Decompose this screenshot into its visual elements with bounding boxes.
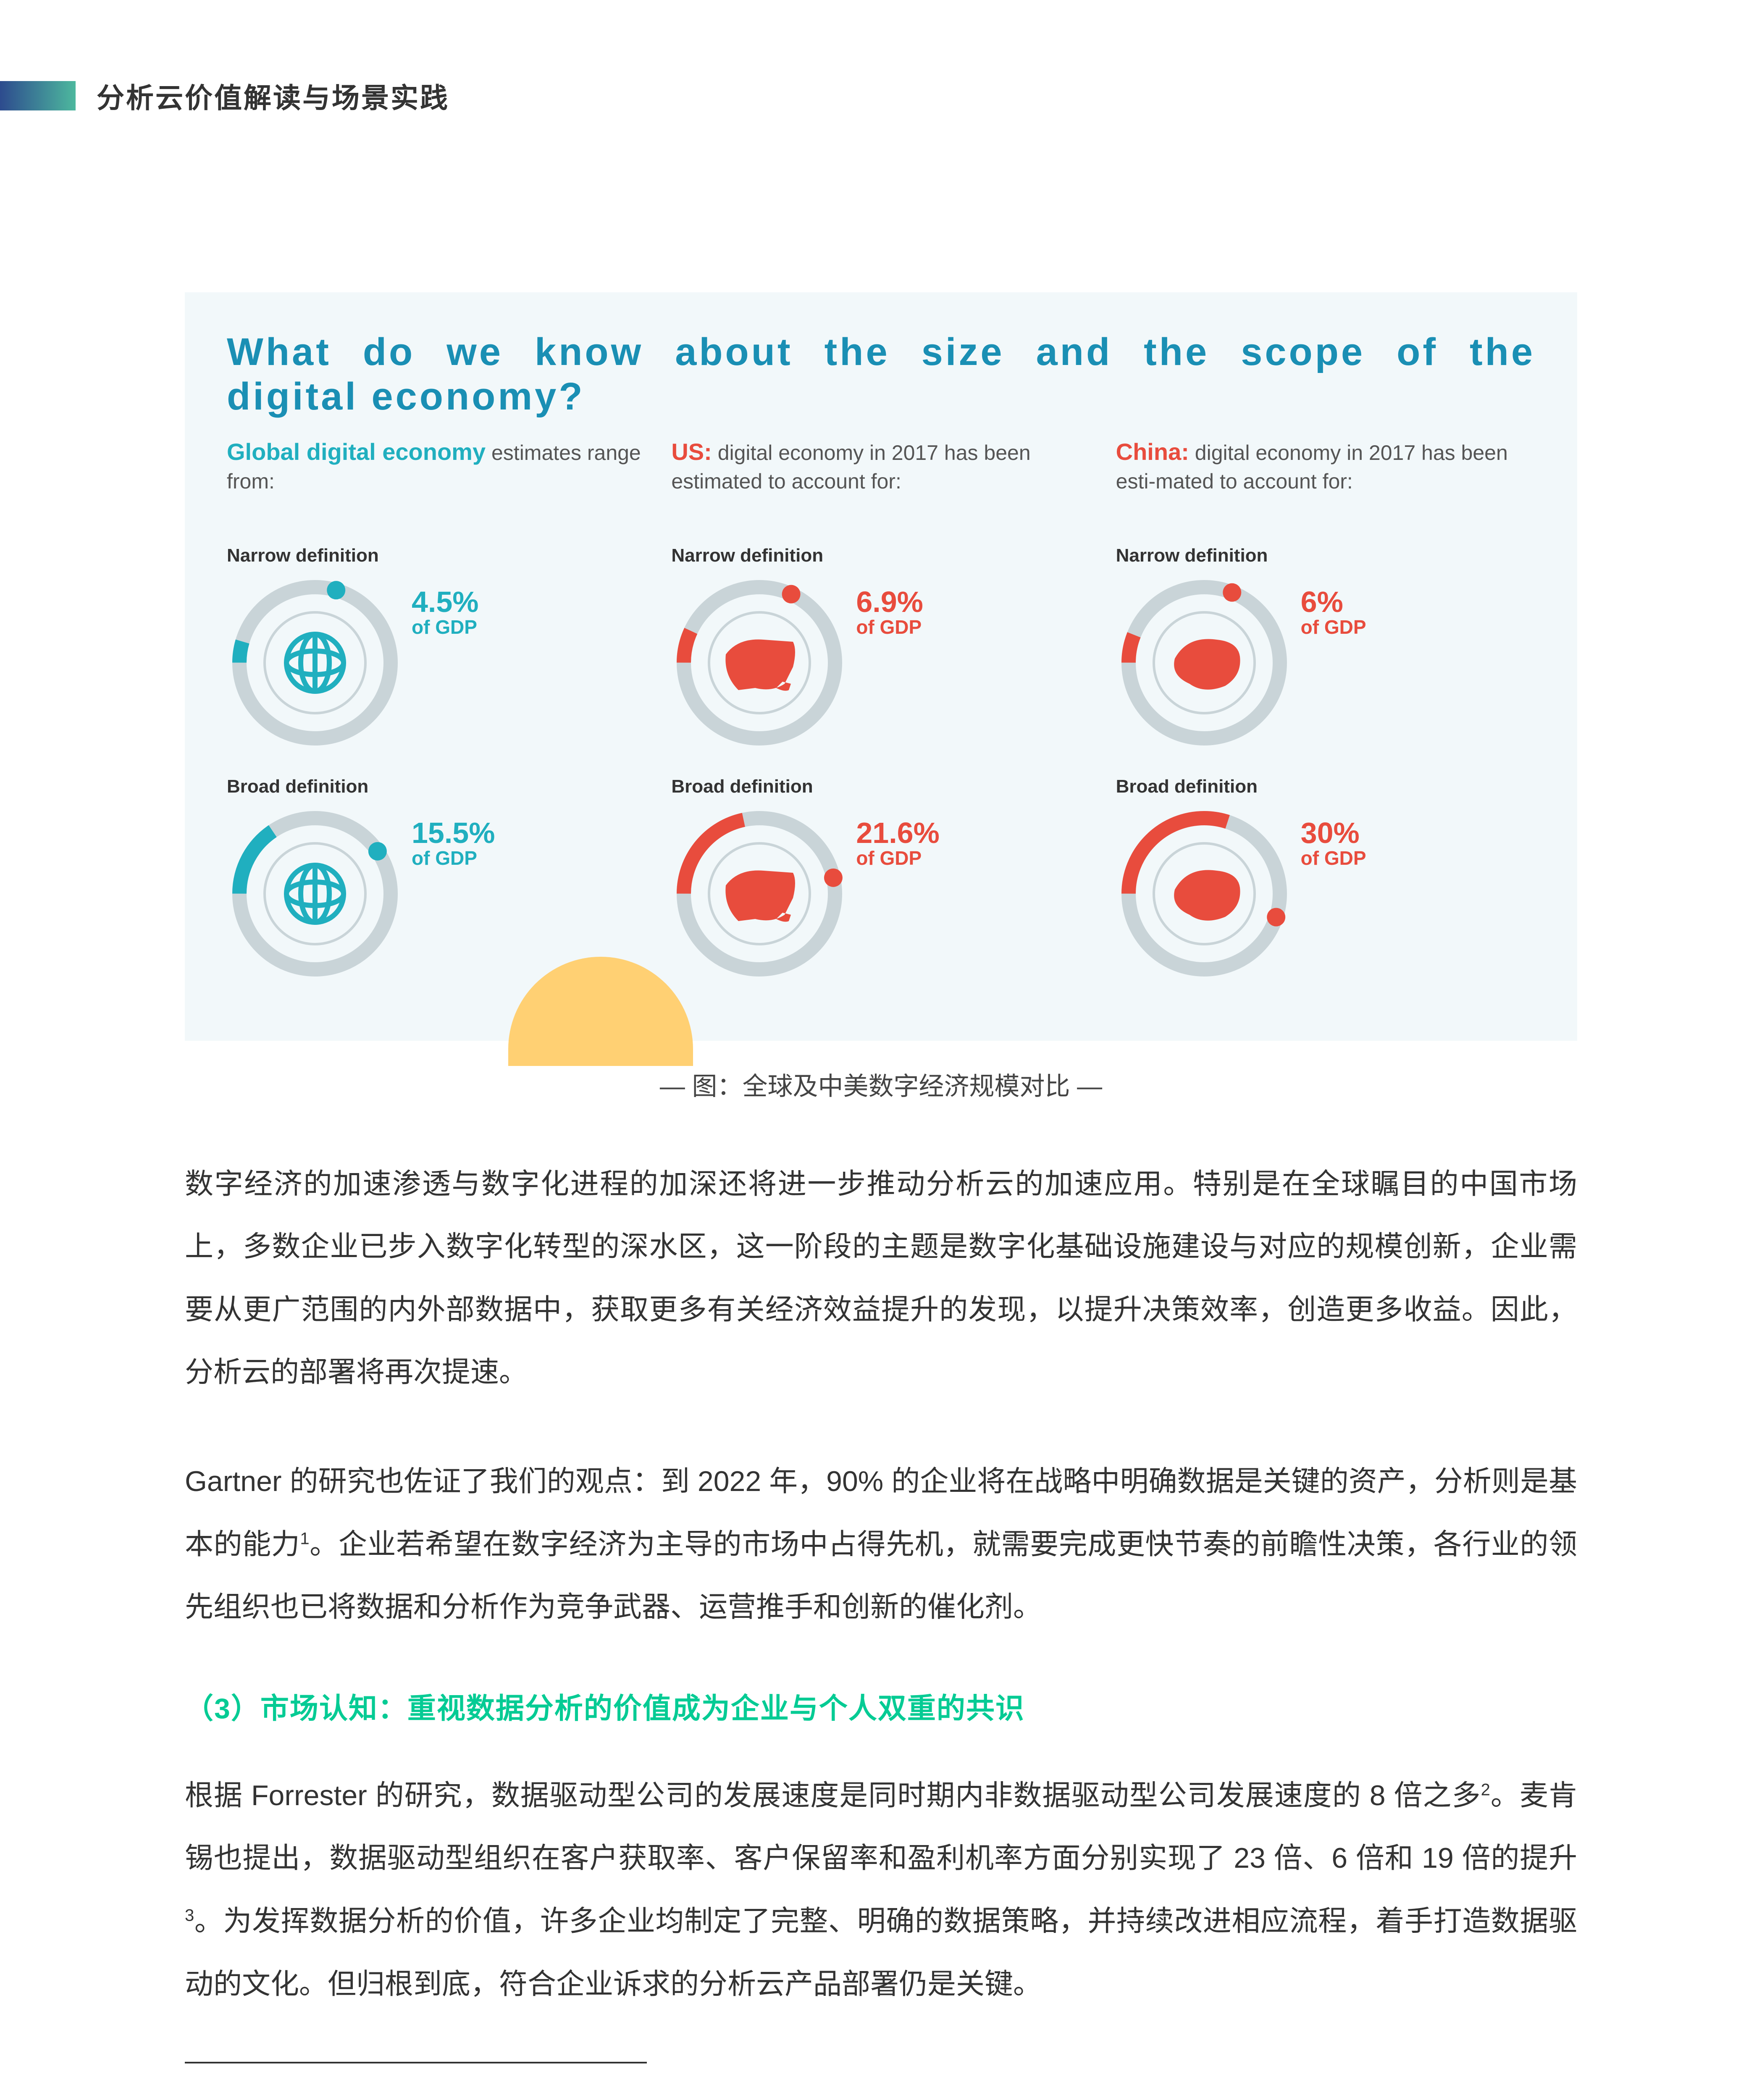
infographic-title-line1: What do we know about the size and the s…: [227, 331, 1535, 373]
footnote-1: 1 Gartner，https://www.gartner.com/smarte…: [185, 2089, 1577, 2100]
para3-a: 根据 Forrester 的研究，数据驱动型公司的发展速度是同时期内非数据驱动型…: [185, 1780, 1481, 1811]
broad-row: 15.5% of GDP: [227, 806, 646, 982]
footnote-ref-2: 2: [1481, 1780, 1490, 1799]
narrow-row: 6% of GDP: [1116, 575, 1535, 751]
broad-definition-label: Broad definition: [227, 776, 646, 797]
column-lead: US:: [671, 438, 712, 465]
footnote-num: 1: [185, 2097, 193, 2100]
broad-gdp-label: of GDP: [856, 847, 939, 869]
column-heading: Global digital economy estimates range f…: [227, 436, 646, 528]
broad-definition-label: Broad definition: [1116, 776, 1535, 797]
footnote-text: Gartner，https://www.gartner.com/smarterw…: [200, 2097, 1353, 2100]
section-heading: （3）市场认知：重视数据分析的价值成为企业与个人双重的共识: [185, 1685, 1577, 1727]
broad-ring-chart: [227, 806, 403, 982]
paragraph-2: Gartner 的研究也佐证了我们的观点：到 2022 年，90% 的企业将在战…: [185, 1450, 1577, 1639]
broad-pct: 30%: [1301, 818, 1366, 848]
broad-definition-label: Broad definition: [671, 776, 1090, 797]
paragraph-3: 根据 Forrester 的研究，数据驱动型公司的发展速度是同时期内非数据驱动型…: [185, 1764, 1577, 2016]
narrow-definition-label: Narrow definition: [227, 545, 646, 566]
header-title: 分析云价值解读与场景实践: [97, 76, 449, 116]
column-lead: China:: [1116, 438, 1189, 465]
narrow-row: 4.5% of GDP: [227, 575, 646, 751]
para3-c: 。为发挥数据分析的价值，许多企业均制定了完整、明确的数据策略，并持续改进相应流程…: [185, 1905, 1577, 2000]
infographic-column-0: Global digital economy estimates range f…: [227, 436, 646, 1007]
broad-row: 30% of GDP: [1116, 806, 1535, 982]
narrow-ring-chart: [671, 575, 848, 751]
infographic-title: What do we know about the size and the s…: [227, 330, 1535, 419]
infographic-title-line2: digital economy?: [227, 375, 585, 419]
paragraph-1: 数字经济的加速渗透与数字化进程的加深还将进一步推动分析云的加速应用。特别是在全球…: [185, 1153, 1577, 1404]
broad-pct: 21.6%: [856, 818, 939, 848]
column-lead: Global digital economy: [227, 438, 486, 465]
broad-gdp-label: of GDP: [1301, 847, 1366, 869]
narrow-gdp-label: of GDP: [412, 616, 479, 638]
infographic-card: What do we know about the size and the s…: [185, 292, 1577, 1041]
column-sub: digital economy in 2017 has been estimat…: [671, 441, 1030, 494]
narrow-gdp-label: of GDP: [1301, 616, 1366, 638]
header-accent-block: [0, 81, 76, 110]
page-header: 分析云价值解读与场景实践: [0, 76, 1577, 116]
page-container: 分析云价值解读与场景实践 What do we know about the s…: [0, 0, 1762, 2100]
narrow-ring-chart: [1116, 575, 1292, 751]
narrow-metric: 6.9% of GDP: [856, 575, 923, 638]
footnote-ref-3: 3: [185, 1906, 194, 1924]
broad-metric: 15.5% of GDP: [412, 806, 495, 869]
broad-ring-chart: [671, 806, 848, 982]
narrow-definition-label: Narrow definition: [1116, 545, 1535, 566]
infographic-columns: Global digital economy estimates range f…: [227, 436, 1535, 1007]
broad-row: 21.6% of GDP: [671, 806, 1090, 982]
footnote-ref-1: 1: [300, 1529, 309, 1548]
infographic-column-1: US: digital economy in 2017 has been est…: [671, 436, 1090, 1007]
broad-metric: 21.6% of GDP: [856, 806, 939, 869]
narrow-definition-label: Narrow definition: [671, 545, 1090, 566]
broad-metric: 30% of GDP: [1301, 806, 1366, 869]
broad-ring-chart: [1116, 806, 1292, 982]
column-heading: US: digital economy in 2017 has been est…: [671, 436, 1090, 528]
para2-post: 。企业若希望在数字经济为主导的市场中占得先机，就需要完成更快节奏的前瞻性决策，各…: [185, 1528, 1577, 1623]
narrow-ring-chart: [227, 575, 403, 751]
footnote-divider: [185, 2062, 647, 2063]
narrow-metric: 4.5% of GDP: [412, 575, 479, 638]
narrow-pct: 4.5%: [412, 587, 479, 617]
narrow-row: 6.9% of GDP: [671, 575, 1090, 751]
figure-caption: — 图：全球及中美数字经济规模对比 —: [185, 1066, 1577, 1102]
narrow-pct: 6.9%: [856, 587, 923, 617]
narrow-metric: 6% of GDP: [1301, 575, 1366, 638]
broad-pct: 15.5%: [412, 818, 495, 848]
infographic-column-2: China: digital economy in 2017 has been …: [1116, 436, 1535, 1007]
broad-gdp-label: of GDP: [412, 847, 495, 869]
narrow-gdp-label: of GDP: [856, 616, 923, 638]
column-heading: China: digital economy in 2017 has been …: [1116, 436, 1535, 528]
narrow-pct: 6%: [1301, 587, 1366, 617]
footnotes-block: 1 Gartner，https://www.gartner.com/smarte…: [185, 2089, 1577, 2100]
